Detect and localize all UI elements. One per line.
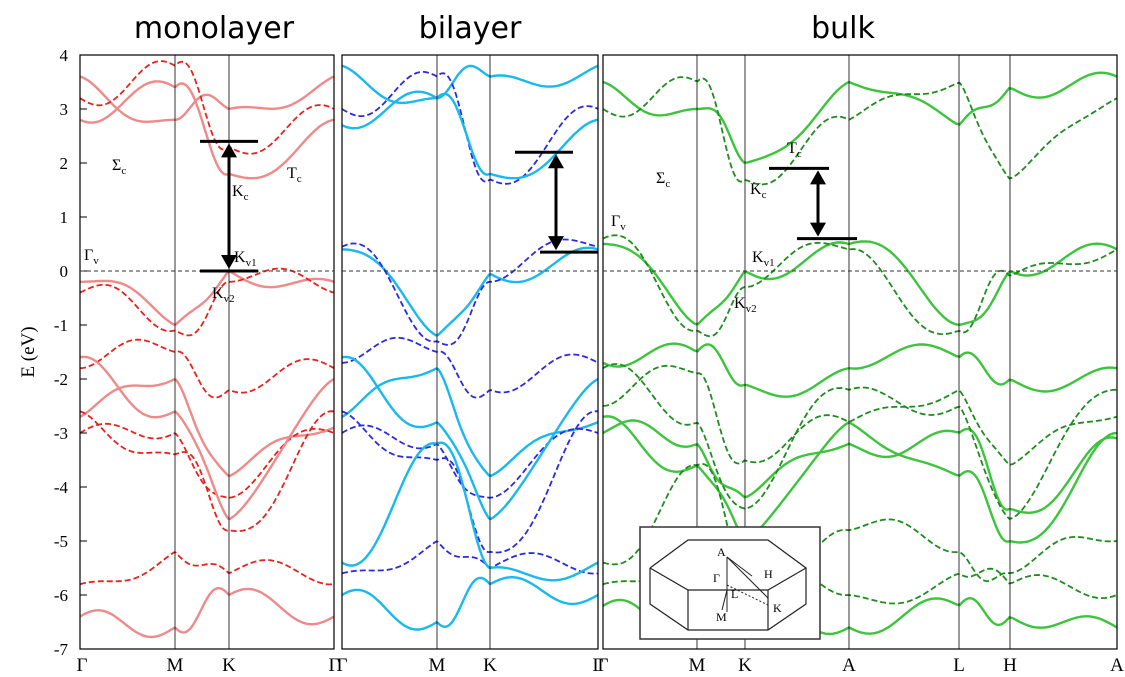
bands-monolayer — [80, 60, 334, 639]
annotations-monolayer: Σc Tc Kc Γv Kv1 Kv2 — [84, 157, 302, 305]
label-gamma-v: Γv — [84, 247, 99, 267]
k-point-label: L — [953, 655, 965, 676]
band-curve-dashed — [342, 424, 598, 499]
band-curve-solid — [342, 441, 598, 582]
k-point-label: K — [483, 655, 497, 676]
label-k-v1: Kv1 — [234, 249, 257, 269]
inset-label-k: K — [773, 601, 782, 615]
band-curve-solid — [342, 90, 598, 180]
y-tick-label: 0 — [60, 262, 69, 281]
band-curve-dashed — [342, 336, 598, 399]
band-curve-solid — [80, 75, 334, 123]
band-curve-solid — [80, 270, 334, 326]
band-curve-solid — [342, 576, 598, 631]
label-sigma-c: Σc — [112, 157, 126, 177]
k-point-label: Γ — [329, 655, 340, 676]
label-t-c: Tc — [287, 165, 302, 185]
k-point-label: K — [222, 655, 236, 676]
band-curve-dashed — [80, 267, 334, 337]
k-point-label: A — [1110, 655, 1124, 676]
inset-label-h: H — [764, 567, 773, 581]
y-tick-label: 4 — [60, 46, 69, 65]
label-k-v2: Kv2 — [212, 285, 235, 305]
band-curve-solid — [603, 342, 1117, 398]
y-axis-label: E (eV) — [18, 326, 39, 377]
band-curve-dashed — [603, 76, 1117, 186]
gap-arrow-head-down — [221, 255, 237, 269]
band-curve-solid — [603, 419, 1117, 515]
label-bulk-sigma-c: Σc — [656, 170, 670, 190]
k-point-label: Γ — [77, 655, 88, 676]
band-curve-dashed — [603, 234, 1117, 338]
label-bulk-k-v1: Kv1 — [752, 249, 775, 269]
band-curve-solid — [80, 378, 334, 478]
band-curve-solid — [603, 71, 1117, 164]
label-bulk-gamma-v: Γv — [611, 213, 626, 233]
inset-label-l: L — [731, 587, 738, 601]
band-curve-solid — [603, 415, 1117, 544]
gap-arrow-head-up — [221, 143, 237, 158]
y-tick-label: -7 — [54, 640, 69, 659]
panel-title-bulk: bulk — [811, 11, 875, 46]
panel-title-bi: bilayer — [419, 11, 522, 46]
inset-frame — [639, 526, 821, 640]
inset-label-a: A — [717, 545, 726, 559]
band-curve-dashed — [342, 540, 598, 575]
band-curve-dashed — [80, 551, 334, 586]
k-point-labels: Γ M K ΓΓ M K ΓΓ M K A L H A — [77, 655, 1125, 676]
y-tick-label: -6 — [54, 586, 68, 605]
inset-label-m: M — [716, 610, 727, 624]
band-curve-solid — [80, 355, 334, 521]
k-point-label: M — [167, 655, 184, 676]
band-curve-solid — [603, 240, 1117, 327]
label-bulk-k-v2: Kv2 — [734, 295, 757, 315]
band-curve-dashed — [342, 238, 598, 346]
band-curve-solid — [80, 587, 334, 639]
y-tick-label: -4 — [54, 478, 69, 497]
gap-arrow-head-down — [810, 222, 826, 237]
annotations-bulk: Γv Σc Kc Tc Kv1 Kv2 — [611, 140, 802, 315]
band-curve-dashed — [80, 338, 334, 399]
gap-arrow-head-down — [548, 236, 564, 251]
y-tick-label: -1 — [54, 316, 68, 335]
y-tick-label: -3 — [54, 424, 68, 443]
band-curve-solid — [342, 246, 598, 337]
label-bulk-k-c: Kc — [750, 181, 767, 201]
band-curve-dashed — [80, 422, 334, 499]
k-point-label: Γ — [337, 655, 348, 676]
panel-frame — [341, 54, 599, 650]
brillouin-zone-inset: A H Γ L K M — [639, 526, 821, 640]
band-curve-solid — [342, 355, 598, 521]
panel-title-mono: monolayer — [134, 11, 295, 46]
panel-frame — [602, 54, 1118, 650]
k-point-label: H — [1003, 655, 1017, 676]
y-tick-label: 3 — [60, 100, 69, 119]
y-tick-label: -2 — [54, 370, 68, 389]
y-tick-label: -5 — [54, 532, 68, 551]
y-tick-label: 1 — [60, 208, 69, 227]
k-point-label: M — [689, 655, 706, 676]
k-point-label: Γ — [598, 655, 609, 676]
band-gap-arrows — [200, 139, 857, 273]
gap-arrow-head-up — [548, 154, 564, 169]
panel-frame — [79, 54, 335, 650]
hexagonal-prism — [649, 539, 808, 631]
panel-frames — [79, 54, 1118, 650]
gap-arrow-head-up — [810, 170, 826, 185]
inset-label-gamma: Γ — [713, 571, 720, 585]
bands-bilayer — [342, 64, 598, 631]
label-bulk-t-c: Tc — [787, 140, 802, 160]
band-curve-dashed — [80, 60, 334, 155]
y-tick-labels: -7 -6 -5 -4 -3 -2 -1 0 1 2 3 4 — [54, 46, 69, 659]
band-curve-solid — [80, 80, 334, 180]
y-tick-label: 2 — [60, 154, 69, 173]
band-curve-solid — [342, 64, 598, 105]
k-point-label: K — [738, 655, 752, 676]
label-k-c: Kc — [232, 183, 249, 203]
band-curve-solid — [342, 367, 598, 478]
k-point-label: A — [842, 655, 856, 676]
k-point-label: Γ — [593, 655, 604, 676]
k-point-label: M — [429, 655, 446, 676]
